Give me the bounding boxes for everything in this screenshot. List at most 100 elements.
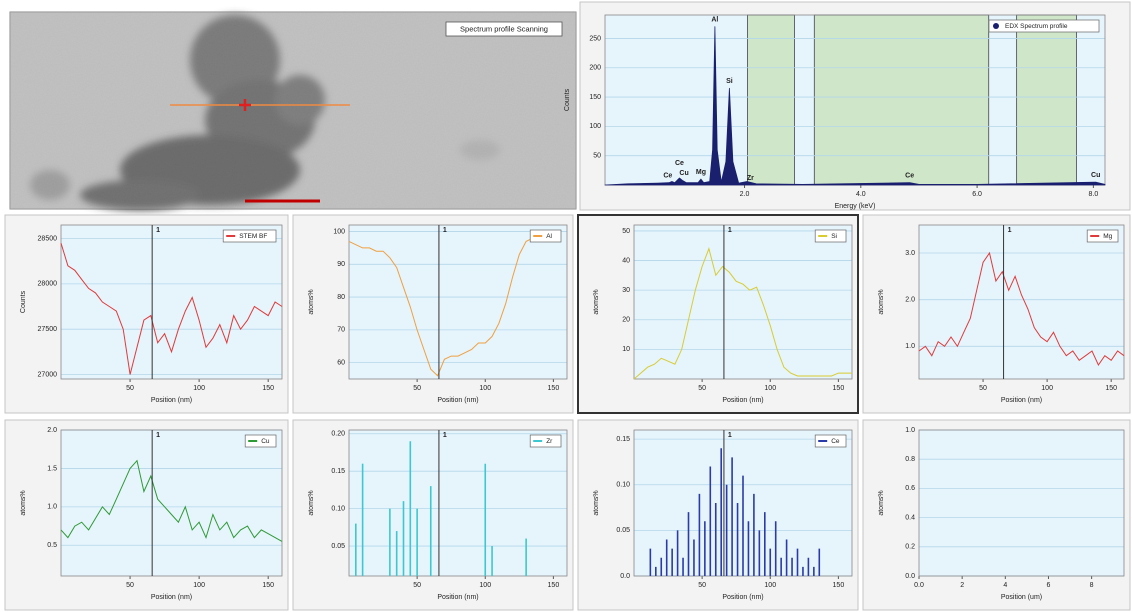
y-axis-label: atoms% xyxy=(20,490,27,515)
x-tick-label: 150 xyxy=(262,582,274,589)
y-axis-label: Counts xyxy=(564,88,571,111)
x-tick-label: 150 xyxy=(1105,385,1117,392)
legend-label: EDX Spectrum profile xyxy=(1005,23,1068,30)
y-tick-label: 2.0 xyxy=(47,427,57,434)
y-tick-label: 0.5 xyxy=(47,542,57,549)
legend-label: Mg xyxy=(1103,233,1112,240)
plot-border xyxy=(348,429,568,577)
peak-label: Al xyxy=(711,17,718,24)
y-tick-label: 28000 xyxy=(38,281,58,288)
y-tick-label: 20 xyxy=(622,317,630,324)
y-tick-label: 80 xyxy=(337,294,345,301)
peak-label: Cu xyxy=(1091,172,1100,179)
x-tick-label: 150 xyxy=(262,385,274,392)
legend-box xyxy=(244,434,277,448)
y-tick-label: 0.15 xyxy=(331,468,345,475)
y-tick-label: 0.2 xyxy=(905,544,915,551)
plot-border xyxy=(60,429,283,577)
y-tick-label: 90 xyxy=(337,261,345,268)
legend-box xyxy=(1086,229,1119,243)
profile-line xyxy=(348,237,534,377)
plot-border xyxy=(633,224,853,380)
y-tick-label: 60 xyxy=(337,359,345,366)
x-tick-label: 100 xyxy=(479,582,491,589)
y-tick-label: 0.4 xyxy=(905,514,915,521)
x-tick-label: 100 xyxy=(764,582,776,589)
y-tick-label: 1.0 xyxy=(905,427,915,434)
y-tick-label: 3.0 xyxy=(905,250,915,257)
cursor-label: 1 xyxy=(156,227,160,234)
legend-box xyxy=(814,434,847,448)
plot-area xyxy=(919,225,1124,379)
x-tick-label: 2.0 xyxy=(740,191,750,198)
legend-box xyxy=(529,434,562,448)
chart-panel: 1.0 2.0 3.0 50 100 150 Mg 1 Position (nm) atoms% xyxy=(862,214,1131,414)
image-panel: Spectrum profile Scanning xyxy=(9,11,577,210)
y-axis-label: atoms% xyxy=(878,289,885,314)
x-axis-label: Energy (keV) xyxy=(835,203,876,210)
plot-border xyxy=(60,224,283,380)
chart-panel: 50 100 150 200 250 2.0 4.0 6.0 8.0 EDX Spectrum p… xyxy=(564,1,1131,211)
cursor-label: 1 xyxy=(156,432,160,439)
y-tick-label: 0.0 xyxy=(620,573,630,580)
cursor-label: 1 xyxy=(443,227,447,234)
y-tick-label: 50 xyxy=(593,153,601,160)
x-axis-label: Position (nm) xyxy=(151,594,192,601)
x-tick-label: 150 xyxy=(833,582,845,589)
cursor-label: 1 xyxy=(728,432,732,439)
y-tick-label: 50 xyxy=(622,228,630,235)
x-tick-label: 8.0 xyxy=(1089,191,1099,198)
chart-panel: 0.5 1.0 1.5 2.0 50 100 150 Cu 1 Position (nm) atom… xyxy=(4,419,289,611)
y-tick-label: 150 xyxy=(589,94,601,101)
x-axis-label: Position (nm) xyxy=(1001,397,1042,404)
peak-label: Ce xyxy=(675,160,684,167)
x-tick-label: 50 xyxy=(698,385,706,392)
y-tick-label: 1.5 xyxy=(47,465,57,472)
peak-label: Ce xyxy=(663,172,672,179)
y-tick-label: 30 xyxy=(622,287,630,294)
highlight-range xyxy=(747,14,795,186)
plot-area xyxy=(634,225,852,379)
x-tick-label: 100 xyxy=(764,385,776,392)
x-axis-label: Position (nm) xyxy=(437,397,478,404)
y-tick-label: 200 xyxy=(589,65,601,72)
y-tick-label: 0.05 xyxy=(616,527,630,534)
plot-border xyxy=(918,224,1125,380)
y-tick-label: 40 xyxy=(622,257,630,264)
x-tick-label: 150 xyxy=(548,385,560,392)
y-tick-label: 100 xyxy=(333,228,345,235)
x-tick-label: 150 xyxy=(833,385,845,392)
y-tick-label: 0.8 xyxy=(905,456,915,463)
x-tick-label: 4 xyxy=(1003,582,1007,589)
y-tick-label: 2.0 xyxy=(905,297,915,304)
plot-area xyxy=(919,430,1124,576)
x-tick-label: 6.0 xyxy=(972,191,982,198)
y-tick-label: 250 xyxy=(589,35,601,42)
chart-panel: 0.0 0.2 0.4 0.6 0.8 1.0 0.0 2 4 6 8 Position (um) at… xyxy=(862,419,1131,611)
x-tick-label: 4.0 xyxy=(856,191,866,198)
x-tick-label: 50 xyxy=(979,385,987,392)
x-tick-label: 100 xyxy=(1041,385,1053,392)
plot-area xyxy=(61,225,282,379)
x-tick-label: 100 xyxy=(193,582,205,589)
profile-line xyxy=(918,251,1125,367)
x-tick-label: 2 xyxy=(960,582,964,589)
y-tick-label: 0.15 xyxy=(616,436,630,443)
x-axis-label: Position (nm) xyxy=(722,594,763,601)
plot-border xyxy=(918,429,1125,577)
y-tick-label: 0.10 xyxy=(616,482,630,489)
y-tick-label: 0.6 xyxy=(905,485,915,492)
x-tick-label: 0.0 xyxy=(914,582,924,589)
x-tick-label: 50 xyxy=(413,582,421,589)
cursor-label: 1 xyxy=(443,432,447,439)
peak-label: Mg xyxy=(696,169,706,176)
chart-panel: 60 70 80 90 100 50 100 150 Al 1 Position (nm) atoms… xyxy=(292,214,574,414)
x-tick-label: 50 xyxy=(126,582,134,589)
cursor-label: 1 xyxy=(728,227,732,234)
highlight-range xyxy=(813,14,990,186)
highlight-range xyxy=(1016,14,1077,186)
legend-label: Ce xyxy=(831,438,840,445)
scan-cursor[interactable] xyxy=(239,99,251,111)
chart-panel: 10 20 30 40 50 50 100 150 Si 1 Position (nm) atoms% xyxy=(577,214,859,414)
legend-box xyxy=(529,229,562,243)
